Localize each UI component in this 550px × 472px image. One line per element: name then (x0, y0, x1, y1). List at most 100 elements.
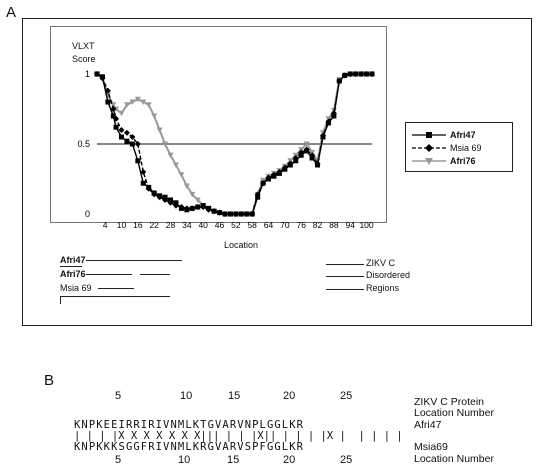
data-point (135, 158, 141, 164)
data-point (156, 127, 163, 133)
data-point (129, 134, 136, 140)
data-point (145, 102, 152, 108)
data-point (325, 120, 331, 126)
data-point (217, 210, 223, 216)
series-line-afri47 (96, 73, 372, 215)
data-point (167, 152, 174, 159)
region-label-afri76: Afri76 (60, 269, 86, 279)
match-row: | | | |X X X X X X X||| | | |X|| | | | |… (74, 430, 403, 442)
position-number: 25 (340, 454, 353, 466)
position-number: 10 (180, 390, 193, 402)
legend-item-msia69: Msia 69 (412, 142, 482, 154)
data-point (105, 99, 111, 105)
legend-label: Afri47 (450, 130, 476, 140)
x-tick-label: 16 (133, 220, 143, 230)
data-point (227, 211, 233, 217)
data-point (293, 158, 299, 164)
x-tick-label: 28 (166, 220, 176, 230)
y-tick-label: 0 (85, 209, 90, 219)
data-point (178, 172, 185, 178)
x-tick-label: 64 (264, 220, 274, 230)
region-key-line2: Disordered (366, 270, 411, 280)
data-point (260, 180, 266, 186)
data-point (162, 194, 168, 200)
data-point (119, 134, 125, 140)
data-point (134, 96, 141, 103)
data-point (178, 205, 184, 211)
diamond-marker-icon (412, 144, 446, 152)
position-number: 25 (340, 390, 353, 402)
position-number: 5 (115, 390, 122, 402)
data-point (298, 152, 304, 158)
data-point (222, 211, 228, 217)
data-point (184, 207, 190, 213)
x-tick-label: 10 (117, 220, 127, 230)
region-label-msia69: Msia 69 (60, 283, 92, 293)
data-point (140, 169, 147, 175)
position-number: 20 (283, 454, 296, 466)
data-point (113, 124, 119, 130)
data-point (233, 211, 239, 217)
protein-header: ZIKV C Protein (414, 396, 485, 408)
region-bar (60, 266, 82, 267)
footer-location: Location Number (414, 453, 494, 465)
data-point (140, 180, 146, 186)
data-point (282, 166, 288, 172)
axis-stub (60, 296, 61, 304)
legend-label: Afri76 (450, 156, 476, 166)
data-point (287, 162, 293, 168)
data-point (347, 71, 353, 77)
legend: Afri47 Msia 69 Afri76 (405, 122, 513, 172)
data-point (183, 183, 190, 189)
data-point (129, 141, 135, 147)
data-point (123, 129, 130, 136)
data-point (303, 141, 310, 147)
data-point (206, 205, 212, 211)
data-point (369, 71, 375, 77)
x-tick-label: 82 (313, 220, 323, 230)
panel-a-frame (22, 18, 532, 326)
panel-a-letter: A (6, 4, 17, 21)
region-key-bar (326, 289, 364, 290)
data-point (162, 141, 169, 147)
x-tick-label: 40 (198, 220, 208, 230)
data-point (168, 197, 174, 203)
x-tick-label: 4 (103, 220, 108, 230)
sequence-afri47: KNPKEEIRRIRIVNMLKTGVARVNPLGGLKR (74, 419, 305, 431)
data-point (266, 176, 272, 182)
data-point (364, 71, 370, 77)
x-tick-group: 4 10 16 22 28 34 40 46 52 58 64 70 76 82 88 94 100 (103, 220, 374, 230)
data-point (194, 197, 201, 203)
y-axis-title-line2: Score (72, 54, 96, 64)
data-point (94, 71, 100, 77)
triangle-marker-icon (412, 158, 446, 165)
data-point (172, 162, 179, 168)
x-axis-title: Location (224, 240, 259, 250)
label-msia69: Msia69 (414, 441, 448, 453)
data-point (315, 162, 321, 168)
data-point (276, 170, 282, 176)
x-tick-label: 34 (182, 220, 192, 230)
region-bar (86, 274, 132, 275)
data-point (110, 102, 117, 108)
data-point (353, 71, 359, 77)
label-afri47: Afri47 (414, 419, 442, 431)
data-point (249, 211, 255, 217)
y-tick-label: 1 (85, 69, 90, 79)
data-point (140, 99, 147, 105)
x-tick-label: 58 (247, 220, 257, 230)
panel-b-letter: B (44, 372, 55, 389)
data-point (157, 193, 163, 199)
location-header: Location Number (414, 407, 494, 419)
data-point (99, 74, 105, 80)
data-point (238, 211, 244, 217)
data-point (211, 208, 217, 214)
region-bar (140, 274, 170, 275)
region-key-bar (326, 276, 364, 277)
data-point (336, 78, 342, 84)
data-point (255, 194, 261, 200)
data-point (309, 155, 315, 161)
position-number: 5 (115, 454, 122, 466)
data-point (244, 211, 250, 217)
data-point (118, 110, 125, 117)
